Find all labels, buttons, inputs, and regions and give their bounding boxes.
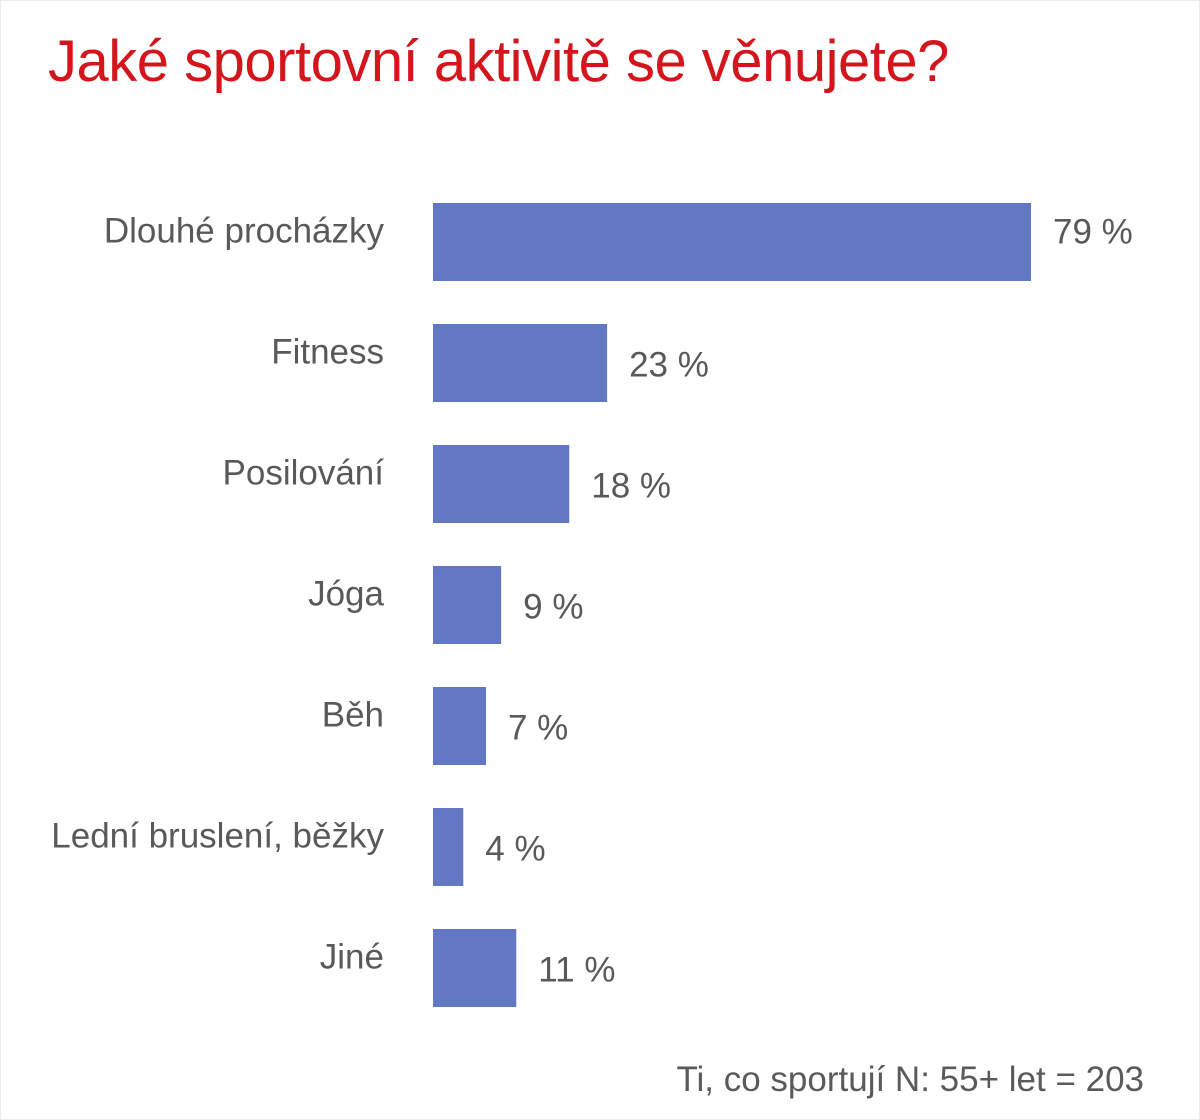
bar-posilovani <box>433 445 570 523</box>
value-label-jine: 11 % <box>538 950 615 989</box>
bar-ledni-brusleni-bezky <box>433 808 464 886</box>
bar-dlouhe-prochazky <box>433 203 1031 281</box>
chart-title: Jaké sportovní aktivitě se věnujete? <box>48 29 949 94</box>
category-label-dlouhe-prochazky: Dlouhé procházky <box>104 211 385 250</box>
category-label-joga: Jóga <box>308 574 384 613</box>
value-label-beh: 7 % <box>508 708 568 747</box>
value-label-fitness: 23 % <box>629 345 709 384</box>
value-label-joga: 9 % <box>523 587 583 626</box>
category-label-jine: Jiné <box>320 937 384 976</box>
bar-jine <box>433 929 517 1007</box>
category-label-beh: Běh <box>322 695 384 734</box>
category-label-ledni-brusleni-bezky: Lední bruslení, běžky <box>51 816 384 855</box>
value-label-ledni-brusleni-bezky: 4 % <box>485 829 545 868</box>
value-label-dlouhe-prochazky: 79 % <box>1053 212 1133 251</box>
bar-beh <box>433 687 486 765</box>
bar-joga <box>433 566 502 644</box>
bar-fitness <box>433 324 608 402</box>
category-label-fitness: Fitness <box>271 332 384 371</box>
sample-note: Ti, co sportují N: 55+ let = 203 <box>676 1060 1144 1099</box>
value-label-posilovani: 18 % <box>591 466 671 505</box>
category-label-posilovani: Posilování <box>223 453 385 492</box>
